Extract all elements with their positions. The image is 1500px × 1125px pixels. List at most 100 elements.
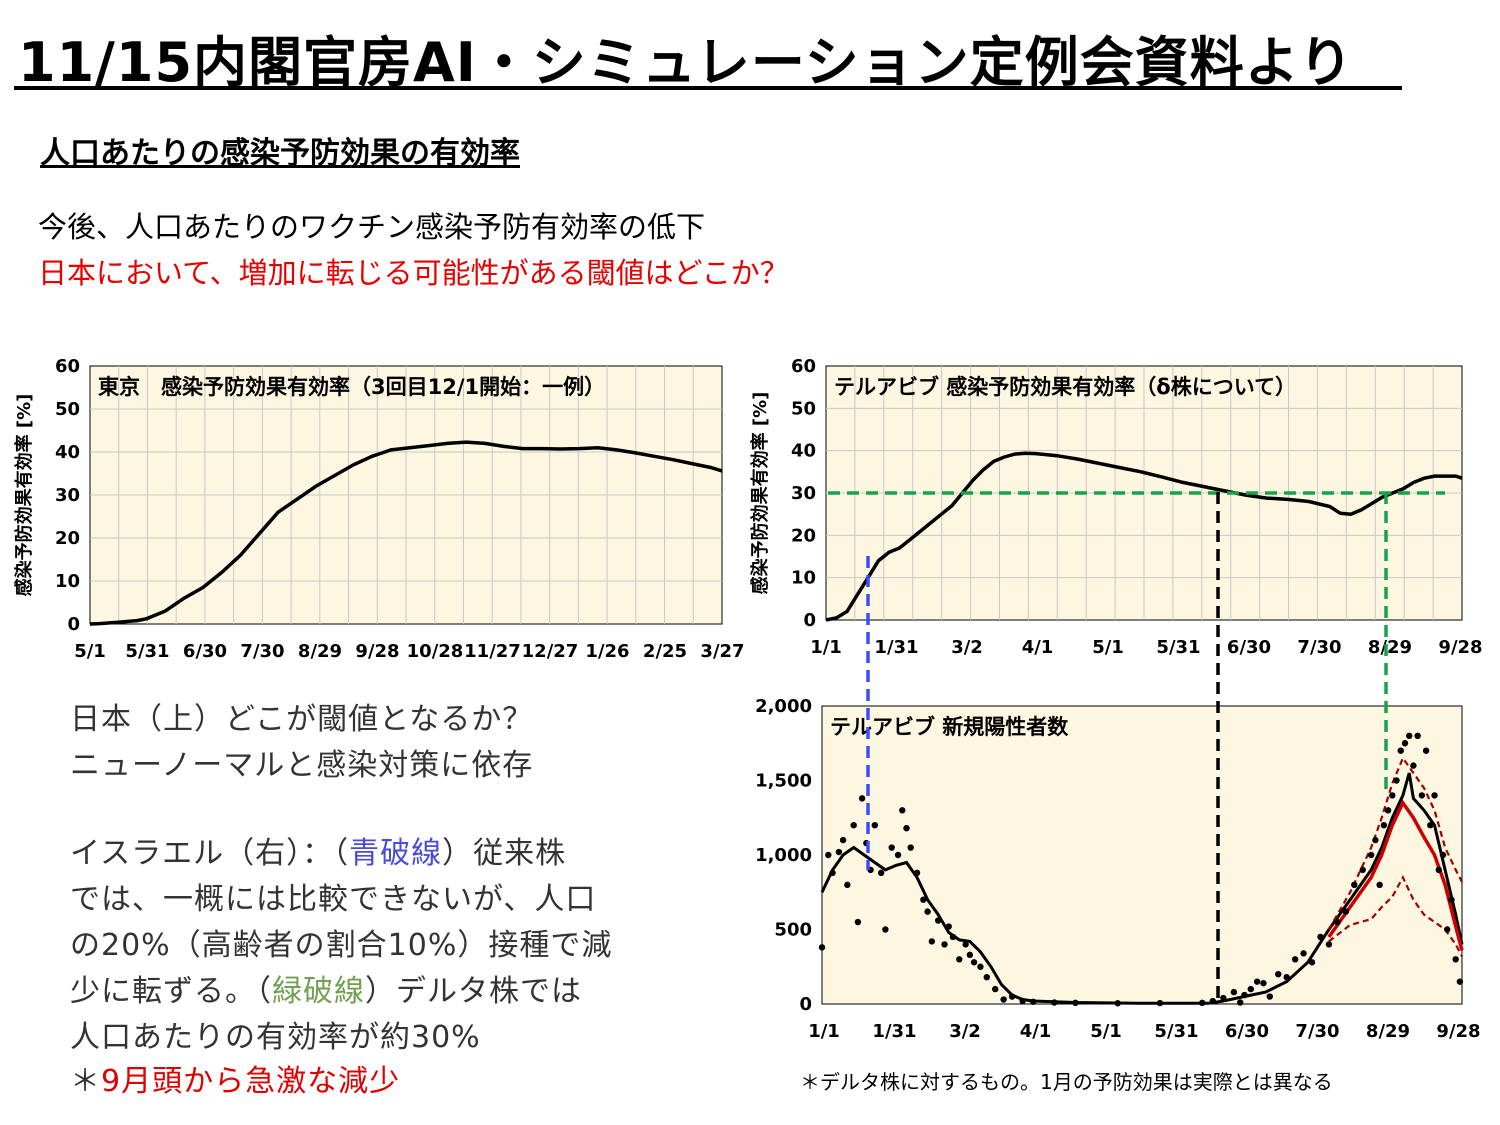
question-line-1: 今後、人口あたりのワクチン感染予防有効率の低下 (38, 210, 706, 244)
connector-lines (866, 492, 1388, 1004)
data-point (1253, 978, 1261, 985)
data-point (1291, 956, 1299, 963)
data-point (844, 881, 851, 888)
x-tick-label: 1/1 (810, 637, 842, 658)
japan-note-line-1: 日本（上）どこが閾値となるか？ (70, 702, 534, 737)
data-point (1000, 996, 1007, 1003)
x-tick-label: 3/2 (949, 1021, 981, 1042)
y-tick-label: 0 (799, 994, 812, 1015)
data-point (1260, 979, 1267, 987)
y-tick-label: 50 (55, 399, 80, 420)
blue-dash-label: 青破線 (349, 836, 443, 871)
data-point (1241, 991, 1248, 999)
data-point (1405, 732, 1413, 739)
x-tick-label: 6/30 (1225, 1021, 1269, 1042)
data-point (1397, 747, 1404, 754)
data-point (992, 985, 999, 993)
x-tick-label: 5/31 (125, 641, 169, 662)
data-point (1376, 881, 1383, 888)
y-tick-label: 50 (791, 398, 816, 419)
israel-note-line-3: の20%（高齢者の割合10%）接種で減 (70, 928, 613, 963)
israel-note-text: ）従来株 (442, 836, 567, 871)
data-point (945, 923, 952, 930)
data-point (920, 896, 927, 903)
x-tick-label: 4/1 (1020, 1021, 1052, 1042)
x-tick-label: 8/29 (1368, 637, 1412, 658)
data-point (888, 844, 895, 851)
data-point (882, 926, 889, 933)
data-point (1275, 971, 1282, 978)
x-tick-label: 12/27 (522, 641, 579, 662)
data-point (1444, 926, 1451, 933)
data-point (1220, 994, 1227, 1002)
data-point (1351, 881, 1358, 888)
x-tick-label: 4/1 (1022, 637, 1054, 658)
data-point (970, 959, 978, 966)
data-point (913, 869, 921, 877)
section-subtitle: 人口あたりの感染予防効果の有効率 (40, 136, 520, 171)
rapid-decline-note: 9月頭から急激な減少 (101, 1064, 401, 1099)
data-point (907, 844, 914, 851)
data-point (1422, 747, 1430, 754)
y-tick-label: 40 (55, 442, 80, 463)
x-tick-label: 5/1 (1092, 637, 1124, 658)
data-point (1427, 822, 1434, 829)
data-point (966, 951, 974, 959)
data-point (903, 824, 910, 832)
data-point (1209, 997, 1216, 1005)
series-line (1327, 799, 1464, 951)
x-tick-label: 3/2 (951, 637, 983, 658)
x-tick-label: 1/31 (872, 1021, 916, 1042)
data-point (1418, 792, 1426, 799)
data-point (1452, 956, 1459, 963)
y-tick-label: 10 (55, 571, 80, 592)
y-tick-label: 10 (791, 568, 816, 589)
data-point (829, 869, 836, 877)
x-tick-label: 8/29 (298, 641, 342, 662)
y-tick-label: 0 (803, 610, 816, 631)
question-line-2: 日本において、増加に転じる可能性がある閾値はどこか？ (38, 256, 789, 290)
data-point (1230, 988, 1238, 996)
data-point (1247, 985, 1254, 993)
chart-telaviv-cases: 0 500 1,000 1,500 2,000 1/1 1/31 3/2 4/1 5/1 5/31 6… (755, 696, 1481, 1042)
x-tick-label: 1/1 (808, 1021, 840, 1042)
y-tick-label: 500 (774, 920, 812, 941)
data-point (1439, 851, 1447, 859)
data-point (949, 933, 957, 941)
data-point (983, 973, 990, 981)
data-point (1401, 740, 1409, 747)
x-tick-label: 7/30 (1295, 1021, 1339, 1042)
x-tick-label: 1/26 (585, 641, 629, 662)
data-point (1431, 792, 1438, 799)
x-tick-label: 1/31 (874, 637, 918, 658)
y-tick-label: 0 (67, 614, 80, 635)
y-tick-label: 20 (55, 528, 80, 549)
data-point (899, 807, 906, 814)
y-tick-label: 2,000 (755, 696, 812, 717)
series-line (825, 451, 1463, 622)
data-point (934, 917, 942, 924)
y-tick-label: 30 (791, 483, 816, 504)
x-tick-label: 9/28 (1438, 637, 1482, 658)
chart-title: テルアビブ 感染予防効果有効率（δ株について） (834, 375, 1296, 399)
data-point (924, 908, 931, 915)
x-tick-label: 10/28 (407, 641, 464, 662)
israel-note-text: 少に転ずる。（ (70, 974, 272, 1009)
y-tick-label: 40 (791, 441, 816, 462)
data-point (1334, 918, 1341, 926)
data-point (858, 795, 866, 802)
data-point (1072, 999, 1079, 1007)
data-point (1448, 896, 1455, 903)
data-point (877, 869, 885, 877)
israel-note-line-4: 少に転ずる。（緑破線）デルタ株では (70, 966, 582, 1010)
x-tick-label: 5/31 (1156, 637, 1200, 658)
data-point (1156, 999, 1164, 1007)
x-tick-label: 6/30 (1227, 637, 1271, 658)
data-point (928, 938, 936, 945)
israel-note-line-2: では、一概には比較できないが、人口 (70, 882, 597, 917)
data-point (1051, 999, 1058, 1006)
data-point (894, 851, 902, 859)
data-point (1393, 777, 1400, 784)
y-tick-label: 20 (791, 525, 816, 546)
